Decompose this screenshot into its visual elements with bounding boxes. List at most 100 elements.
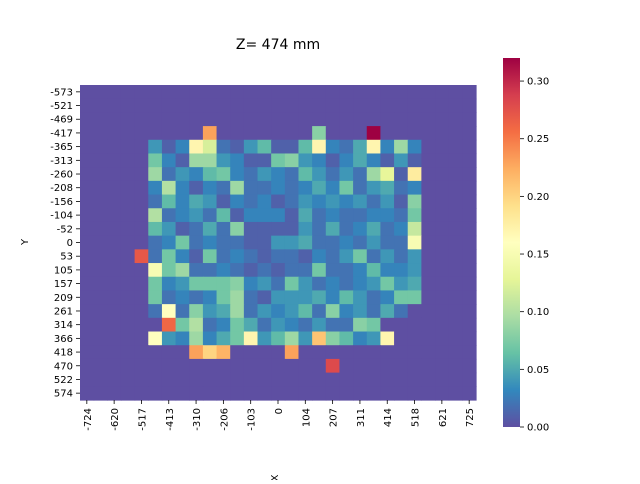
heatmap-cell xyxy=(257,317,272,333)
heatmap-cell xyxy=(312,221,327,237)
heatmap-cell xyxy=(216,221,231,237)
heatmap-cell xyxy=(394,331,409,346)
heatmap-cell xyxy=(298,85,313,100)
heatmap-cell xyxy=(271,208,286,223)
heatmap-cell xyxy=(421,304,436,319)
heatmap-cell xyxy=(353,85,368,100)
heatmap-cell xyxy=(148,180,163,196)
heatmap-cell xyxy=(325,317,341,333)
x-tick-label: 725 xyxy=(465,408,476,427)
heatmap-cell xyxy=(462,345,477,360)
heatmap-cell xyxy=(407,304,422,319)
heatmap-cell xyxy=(298,126,313,141)
heatmap-cell xyxy=(93,194,108,209)
heatmap-cell xyxy=(189,358,204,374)
heatmap-cell xyxy=(216,331,231,346)
heatmap-cell xyxy=(325,331,341,346)
heatmap-cell xyxy=(353,345,368,360)
heatmap-cell xyxy=(394,139,409,155)
heatmap-cell xyxy=(148,290,163,305)
heatmap-cell xyxy=(175,304,190,319)
heatmap-cell xyxy=(161,358,177,374)
heatmap-cell xyxy=(107,317,122,333)
heatmap-cell xyxy=(175,180,190,196)
heatmap-cell xyxy=(339,249,354,264)
heatmap-cell xyxy=(243,180,259,196)
heatmap-cell xyxy=(202,139,218,155)
heatmap-cell xyxy=(271,98,286,113)
heatmap-cell xyxy=(339,167,354,182)
heatmap-cell xyxy=(161,372,177,387)
heatmap-cell xyxy=(175,153,190,168)
heatmap-cell xyxy=(339,85,354,100)
heatmap-cell xyxy=(120,372,136,387)
heatmap-cell xyxy=(148,126,163,141)
heatmap-cell xyxy=(120,358,136,374)
heatmap-cell xyxy=(189,304,204,319)
heatmap-cell xyxy=(230,290,245,305)
heatmap-cell xyxy=(271,249,286,264)
heatmap-cell xyxy=(421,276,436,292)
heatmap-cell xyxy=(161,194,177,209)
x-tick-label: 414 xyxy=(383,408,394,427)
heatmap-cell xyxy=(202,304,218,319)
heatmap-cell xyxy=(380,85,395,100)
heatmap-cell xyxy=(230,345,245,360)
heatmap-cell xyxy=(216,358,231,374)
heatmap-cell xyxy=(230,153,245,168)
heatmap-cell xyxy=(339,331,354,346)
heatmap-cell xyxy=(462,167,477,182)
heatmap-cell xyxy=(407,167,422,182)
heatmap-cell xyxy=(353,153,368,168)
heatmap-cell xyxy=(189,180,204,196)
heatmap-cell xyxy=(271,372,286,387)
heatmap-cell xyxy=(230,112,245,127)
heatmap-cell xyxy=(435,112,450,127)
heatmap-cell xyxy=(120,345,136,360)
colorbar-tick-label: 0.20 xyxy=(527,192,549,203)
heatmap-cell xyxy=(284,139,300,155)
heatmap-cell xyxy=(257,98,272,113)
heatmap-cell xyxy=(380,208,395,223)
heatmap-cell xyxy=(148,345,163,360)
heatmap-cell xyxy=(120,276,136,292)
heatmap-cell xyxy=(339,263,354,278)
heatmap-cell xyxy=(120,235,136,250)
heatmap-cell xyxy=(448,290,463,305)
heatmap-cell xyxy=(366,139,382,155)
y-tick-label: 366 xyxy=(54,334,73,345)
heatmap-cell xyxy=(407,331,422,346)
heatmap-cell xyxy=(148,331,163,346)
heatmap-cell xyxy=(284,221,300,237)
heatmap-cell xyxy=(271,358,286,374)
heatmap-cell xyxy=(339,98,354,113)
heatmap-cell xyxy=(284,194,300,209)
heatmap-cell xyxy=(257,304,272,319)
heatmap-cell xyxy=(80,304,95,319)
heatmap-cell xyxy=(462,331,477,346)
heatmap-cell xyxy=(284,208,300,223)
heatmap-cell xyxy=(271,167,286,182)
heatmap-cell xyxy=(448,180,463,196)
heatmap-cell xyxy=(161,208,177,223)
heatmap-cell xyxy=(380,235,395,250)
heatmap-cell xyxy=(421,290,436,305)
heatmap-cell xyxy=(394,317,409,333)
heatmap-cell xyxy=(243,98,259,113)
heatmap-cell xyxy=(202,112,218,127)
heatmap-cell xyxy=(312,276,327,292)
heatmap-cell xyxy=(366,208,382,223)
heatmap-cell xyxy=(366,290,382,305)
heatmap-cell xyxy=(107,304,122,319)
y-tick-label: 157 xyxy=(54,279,73,290)
heatmap-cell xyxy=(380,372,395,387)
heatmap-cell xyxy=(339,358,354,374)
heatmap-cell xyxy=(298,358,313,374)
heatmap-cell xyxy=(312,167,327,182)
heatmap-cell xyxy=(407,208,422,223)
heatmap-cell xyxy=(284,263,300,278)
heatmap-cell xyxy=(175,276,190,292)
heatmap-cell xyxy=(202,345,218,360)
y-tick-label: 574 xyxy=(54,389,73,400)
heatmap-cell xyxy=(353,372,368,387)
